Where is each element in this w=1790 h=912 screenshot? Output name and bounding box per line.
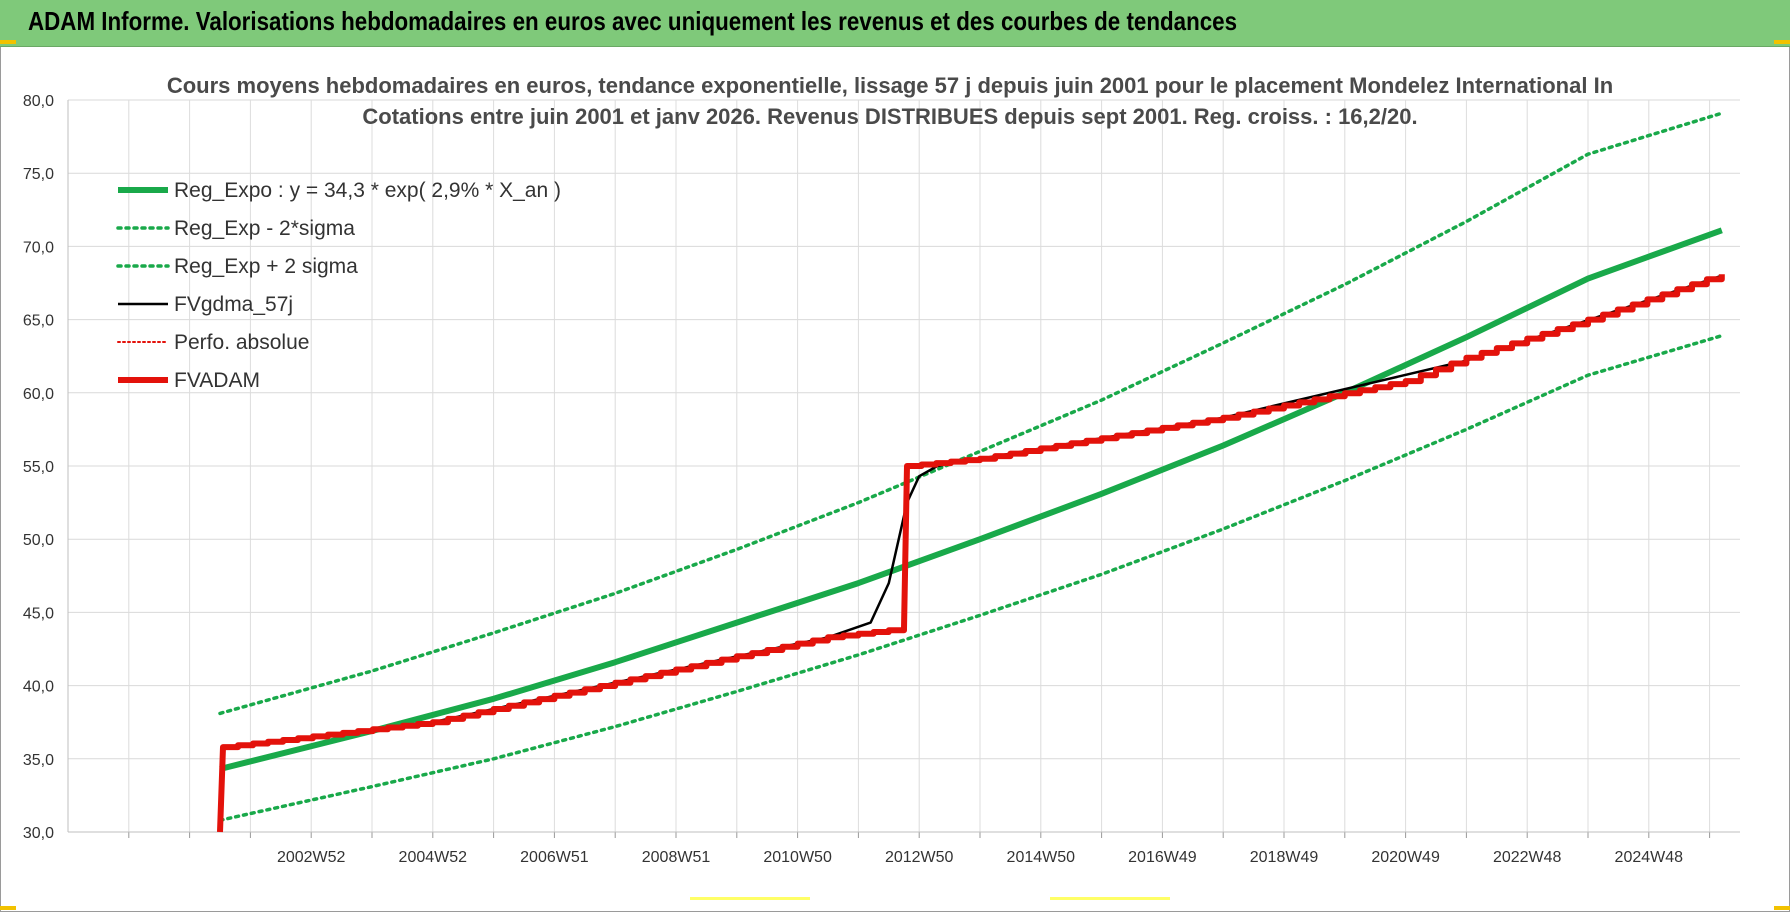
legend-label: Reg_Exp - 2*sigma	[174, 217, 355, 240]
y-tick-label: 75,0	[23, 166, 54, 183]
banner: ADAM Informe. Valorisations hebdomadaire…	[0, 0, 1790, 47]
banner-title: ADAM Informe. Valorisations hebdomadaire…	[28, 6, 1238, 36]
x-tick-label: 2002W52	[277, 849, 346, 866]
axes: 30,0 35,0 40,0 45,0 50,0 55,0 60,0 65,0 70,0 75,0…	[23, 93, 1740, 866]
legend-label: Reg_Expo : y = 34,3 * exp( 2,9% * X_an )	[174, 179, 561, 202]
y-tick-label: 60,0	[23, 386, 54, 403]
x-tick-label: 2008W51	[642, 849, 711, 866]
legend-label: Reg_Exp + 2 sigma	[174, 255, 358, 278]
chart-title: Cours moyens hebdomadaires en euros, ten…	[167, 73, 1613, 98]
y-tick-label: 45,0	[23, 605, 54, 622]
x-tick-label: 2020W49	[1371, 849, 1440, 866]
x-tick-label: 2018W49	[1250, 849, 1319, 866]
y-tick-label: 30,0	[23, 825, 54, 842]
series-line-2	[218, 111, 1724, 716]
corner-mark	[1774, 40, 1790, 44]
y-tick-label: 40,0	[23, 679, 54, 696]
y-tick-label: 80,0	[23, 93, 54, 110]
series-line-1	[218, 333, 1724, 823]
corner-mark	[0, 40, 16, 44]
legend-label: FVgdma_57j	[174, 293, 293, 316]
legend-label: Perfo. absolue	[174, 331, 309, 354]
selection-highlight	[1050, 897, 1170, 900]
y-tick-label: 70,0	[23, 239, 54, 256]
y-tick-label: 50,0	[23, 532, 54, 549]
series-line-0	[219, 227, 1723, 772]
selection-highlight	[690, 897, 810, 900]
corner-mark	[0, 906, 16, 910]
series-layer	[217, 111, 1725, 833]
y-tick-label: 65,0	[23, 313, 54, 330]
x-tick-label: 2014W50	[1007, 849, 1076, 866]
x-tick-label: 2016W49	[1128, 849, 1197, 866]
corner-mark	[1774, 906, 1790, 910]
x-tick-label: 2012W50	[885, 849, 954, 866]
x-tick-label: 2024W48	[1615, 849, 1684, 866]
x-tick-label: 2004W52	[399, 849, 468, 866]
legend: Reg_Expo : y = 34,3 * exp( 2,9% * X_an )…	[116, 179, 561, 392]
legend-label: FVADAM	[174, 369, 260, 392]
x-tick-label: 2010W50	[763, 849, 832, 866]
series-line-5	[217, 274, 1725, 833]
y-tick-label: 55,0	[23, 459, 54, 476]
x-tick-label: 2022W48	[1493, 849, 1562, 866]
x-tick-label: 2006W51	[520, 849, 589, 866]
chart-subtitle: Cotations entre juin 2001 et janv 2026. …	[362, 104, 1417, 129]
series-line-3	[218, 274, 1723, 833]
y-tick-label: 35,0	[23, 752, 54, 769]
